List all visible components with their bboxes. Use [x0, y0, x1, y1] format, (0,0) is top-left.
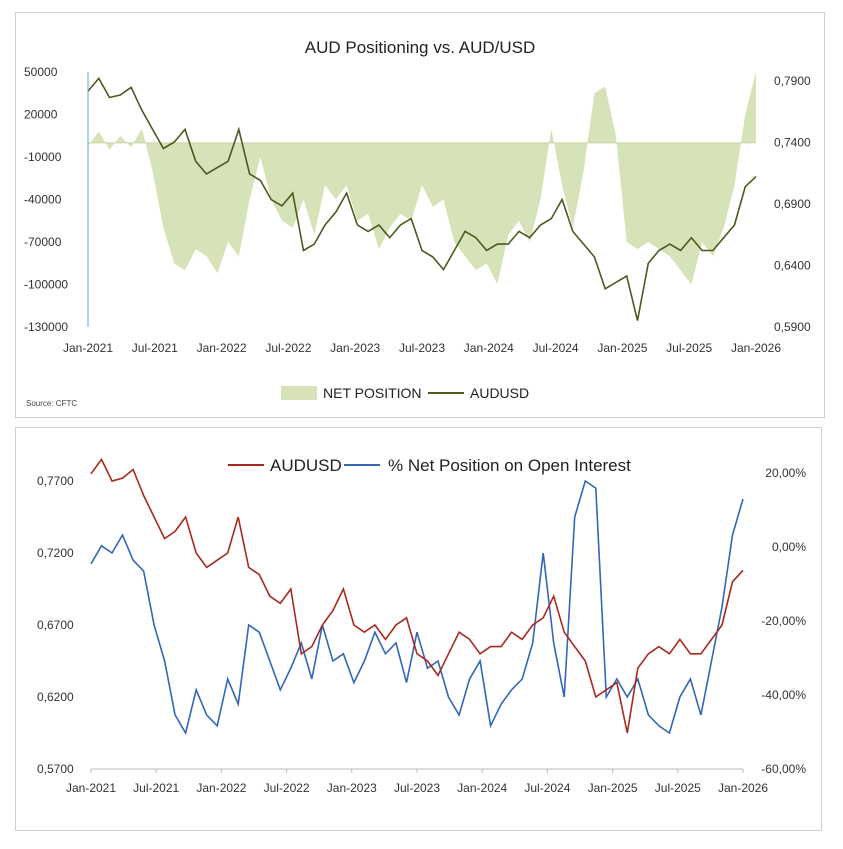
y-right-tick-label: -60,00% [761, 762, 806, 776]
y-left-tick-label: 0,6200 [37, 690, 74, 704]
y-left-tick-label: 20000 [24, 108, 58, 122]
positioning-chart-panel: AUD Positioning vs. AUD/USD 50000 20000 -1… [15, 12, 825, 418]
x-tick-label: Jul-2023 [399, 341, 445, 355]
y-left-tick-label: 0,6700 [37, 618, 74, 632]
x-tick-label: Jan-2021 [63, 341, 113, 355]
x-tick-label: Jan-2026 [718, 781, 768, 795]
x-tick-label: Jan-2024 [464, 341, 514, 355]
y-left-tick-label: -40000 [24, 193, 62, 207]
x-tick-label: Jan-2025 [597, 341, 647, 355]
net-pct-chart-panel: AUDUSD % Net Position on Open Interest 0… [15, 427, 822, 831]
x-tick-label: Jan-2023 [327, 781, 377, 795]
source-note: Source: CFTC [26, 399, 77, 408]
y-right-tick-label: 0,6900 [774, 197, 811, 211]
y-right-tick-label: -40,00% [761, 688, 806, 702]
x-tick-label: Jan-2022 [196, 781, 246, 795]
x-tick-label: Jul-2025 [655, 781, 701, 795]
x-tick-label: Jan-2021 [66, 781, 116, 795]
x-tick-label: Jul-2022 [265, 341, 311, 355]
x-tick-label: Jan-2025 [588, 781, 638, 795]
net-pct-chart: AUDUSD % Net Position on Open Interest 0… [37, 456, 806, 795]
x-tick-label: Jan-2024 [457, 781, 507, 795]
legend-label-audusd: AUDUSD [470, 385, 529, 401]
y-left-tick-label: -70000 [24, 235, 62, 249]
x-tick-label: Jan-2026 [731, 341, 781, 355]
series-line-net-pct [90, 479, 744, 736]
x-tick-label: Jul-2023 [394, 781, 440, 795]
y-left-tick-label: 0,5700 [37, 762, 74, 776]
chart-title: AUD Positioning vs. AUD/USD [305, 38, 536, 57]
y-left-tick-label: -130000 [24, 320, 68, 334]
y-right-tick-label: -20,00% [761, 614, 806, 628]
x-tick-label: Jul-2024 [524, 781, 570, 795]
legend-label-audusd-red: AUDUSD [270, 456, 342, 475]
x-tick-label: Jan-2023 [330, 341, 380, 355]
y-left-tick-label: -10000 [24, 150, 62, 164]
x-tick-label: Jul-2021 [133, 781, 179, 795]
y-left-tick-label: -100000 [24, 278, 68, 292]
legend-swatch-net-position [281, 386, 317, 400]
x-tick-label: Jul-2021 [132, 341, 178, 355]
x-tick-label: Jan-2022 [197, 341, 247, 355]
series-area-net-position [88, 72, 756, 285]
series-line-audusd-red [90, 457, 744, 734]
y-left-tick-label: 0,7700 [37, 474, 74, 488]
x-tick-label: Jul-2024 [533, 341, 579, 355]
y-right-tick-label: 20,00% [765, 466, 806, 480]
y-right-tick-label: 0,7900 [774, 74, 811, 88]
y-right-tick-label: 0,00% [772, 540, 806, 554]
legend-label-net-position: NET POSITION [323, 385, 422, 401]
y-left-tick-label: 50000 [24, 65, 58, 79]
series-line-audusd [87, 77, 757, 321]
y-right-tick-label: 0,5900 [774, 320, 811, 334]
y-right-tick-label: 0,6400 [774, 259, 811, 273]
y-right-tick-label: 0,7400 [774, 136, 811, 150]
legend-label-net-pct: % Net Position on Open Interest [388, 456, 631, 475]
x-tick-label: Jul-2022 [264, 781, 310, 795]
x-tick-label: Jul-2025 [666, 341, 712, 355]
positioning-chart: AUD Positioning vs. AUD/USD 50000 20000 -1… [24, 38, 811, 408]
y-left-tick-label: 0,7200 [37, 546, 74, 560]
